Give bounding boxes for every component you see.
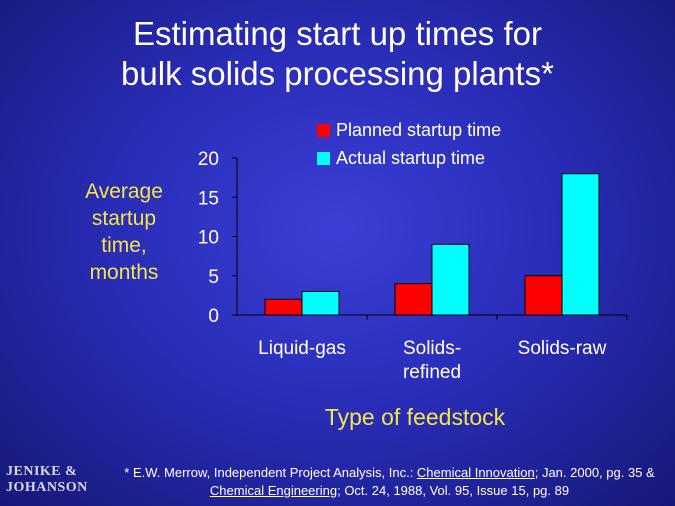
y-tick-label: 5 xyxy=(208,267,219,288)
company-logo: JENIKE & JOHANSON xyxy=(6,464,102,496)
x-tick-label: Solids-raw xyxy=(518,338,607,359)
legend-item-actual: Actual startup time xyxy=(317,144,501,172)
chart-legend: Planned startup time Actual startup time xyxy=(317,116,501,172)
x-tick-label: refined xyxy=(403,362,461,383)
bar-planned xyxy=(524,275,563,316)
x-axis-label: Type of feedstock xyxy=(324,404,506,430)
y-axis-label-line-1: Average xyxy=(85,180,163,203)
logo-line-2: JOHANSON xyxy=(6,480,88,495)
y-tick-label: 0 xyxy=(208,306,219,327)
bar-actual xyxy=(561,173,600,316)
legend-label-actual: Actual startup time xyxy=(336,147,486,168)
y-tick-label: 15 xyxy=(198,188,219,209)
bar-actual xyxy=(301,290,340,316)
y-axis-label-line-3: time, xyxy=(101,234,147,257)
y-tick-label: 20 xyxy=(198,149,219,170)
legend-label-planned: Planned startup time xyxy=(336,119,502,140)
legend-swatch-planned xyxy=(317,123,330,137)
x-tick-label: Solids- xyxy=(403,338,461,359)
x-tick-label: Liquid-gas xyxy=(258,338,346,359)
title-line-1: Estimating start up times for xyxy=(133,15,542,52)
y-axis-label-line-2: startup xyxy=(91,207,157,230)
bar-planned xyxy=(394,283,433,316)
bar-actual xyxy=(431,243,470,316)
legend-item-planned: Planned startup time xyxy=(317,116,501,144)
logo-line-1: JENIKE & xyxy=(6,464,78,479)
legend-swatch-actual xyxy=(317,151,330,165)
y-tick-label: 10 xyxy=(198,228,219,249)
y-axis-label: Average startup time, months xyxy=(74,178,174,286)
footnote-text-2: ; Jan. 2000, pg. 35 & xyxy=(534,465,655,480)
footnote-link-chemical-innovation[interactable]: Chemical Innovation xyxy=(416,465,535,480)
title-line-2: bulk solids processing plants* xyxy=(121,55,554,92)
bar-planned xyxy=(264,298,303,316)
y-axis-label-line-4: months xyxy=(89,261,159,284)
footnote-link-chemical-engineering[interactable]: Chemical Engineering xyxy=(209,483,338,498)
slide-title: Estimating start up times for bulk solid… xyxy=(0,14,675,94)
footnote-text-3: ; Oct. 24, 1988, Vol. 95, Issue 15, pg. … xyxy=(337,483,570,498)
footnote: * E.W. Merrow, Independent Project Analy… xyxy=(112,464,667,500)
footnote-text-1: * E.W. Merrow, Independent Project Analy… xyxy=(124,465,417,480)
